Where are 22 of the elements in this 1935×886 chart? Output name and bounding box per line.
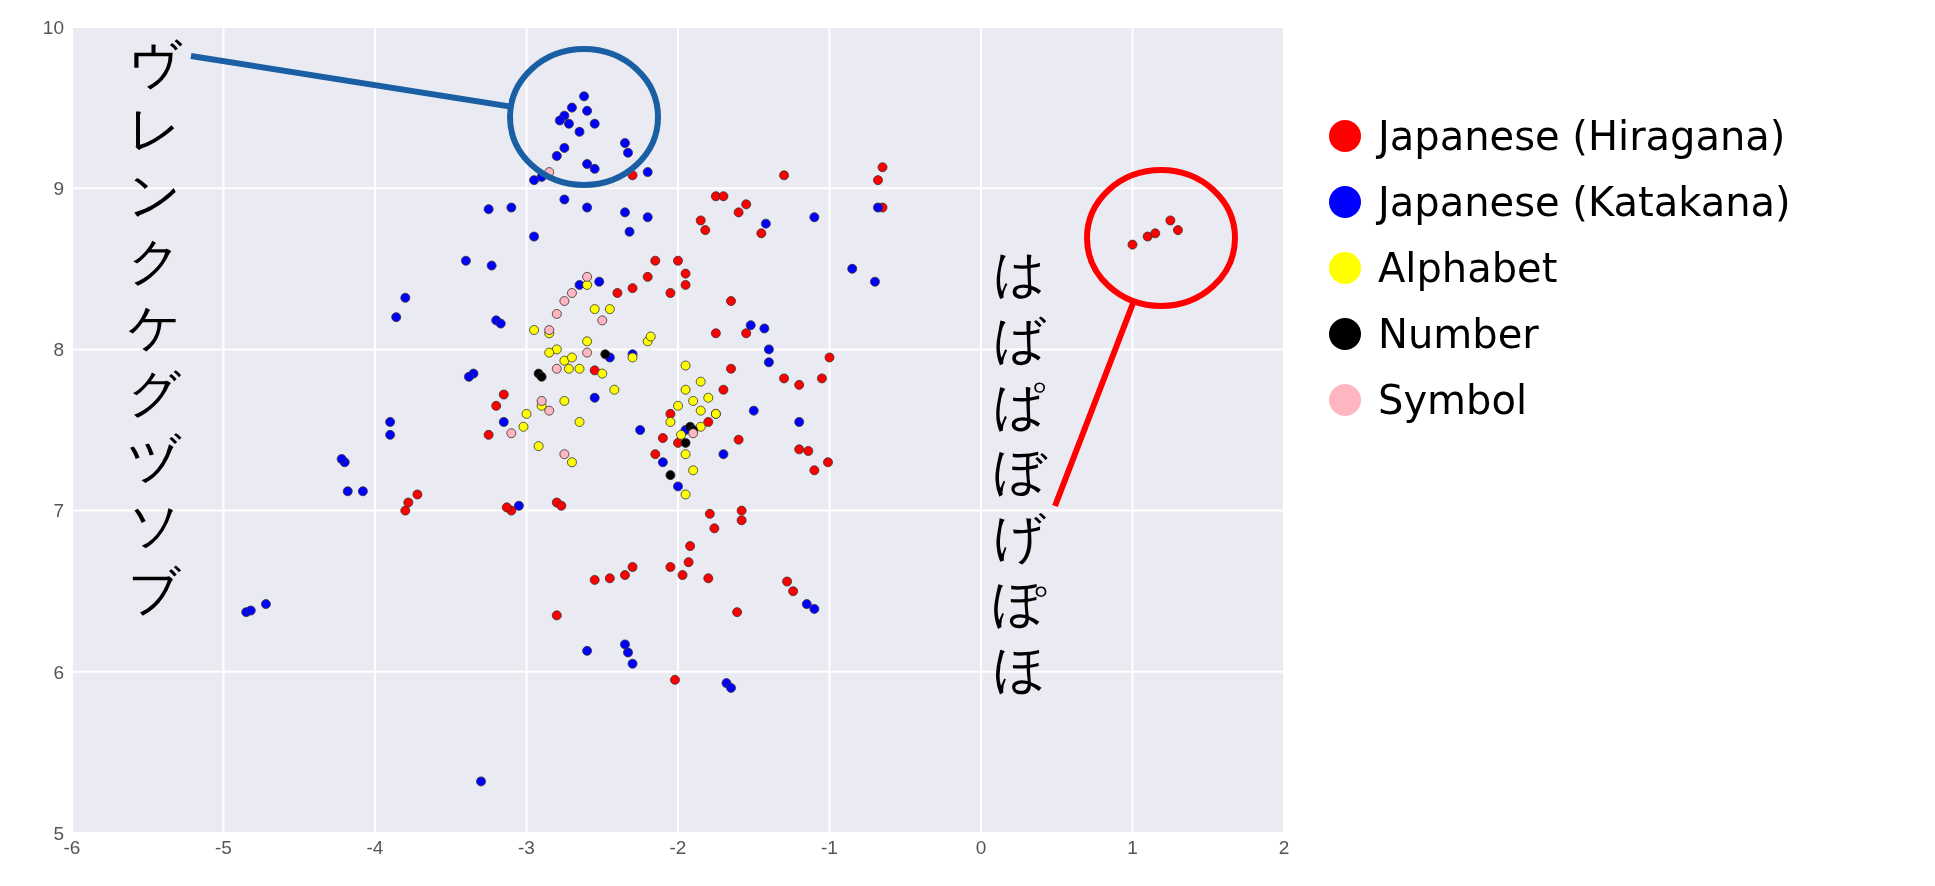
x-tick-label: -1 (821, 837, 838, 859)
x-tick-label: -5 (215, 837, 232, 859)
y-tick-label: 7 (53, 500, 64, 522)
y-tick-label: 5 (53, 822, 64, 844)
text: ヴレンクケグヅソブ (127, 33, 181, 621)
y-tick-label: 9 (53, 177, 64, 199)
x-tick-label: -2 (669, 837, 687, 859)
y-tick-label: 10 (42, 16, 64, 38)
x-tick-label: 1 (1127, 837, 1138, 859)
x-tick-label: -6 (63, 837, 81, 859)
y-tick-label: 8 (53, 339, 64, 361)
x-tick-label: -4 (366, 837, 384, 859)
x-tick-label: 2 (1278, 837, 1290, 859)
legend-label: Japanese (Katakana) (1378, 179, 1791, 225)
annotation: はばぱぼげぽほ (991, 242, 1049, 701)
legend-label: Japanese (Hiragana) (1378, 113, 1786, 159)
legend-label: Number (1378, 311, 1539, 357)
y-tick-label: 6 (53, 661, 64, 683)
legend-label: Symbol (1378, 377, 1528, 423)
x-tick-label: 0 (975, 837, 987, 859)
x-tick-label: -3 (518, 837, 535, 859)
legend-label: Alphabet (1378, 245, 1558, 291)
